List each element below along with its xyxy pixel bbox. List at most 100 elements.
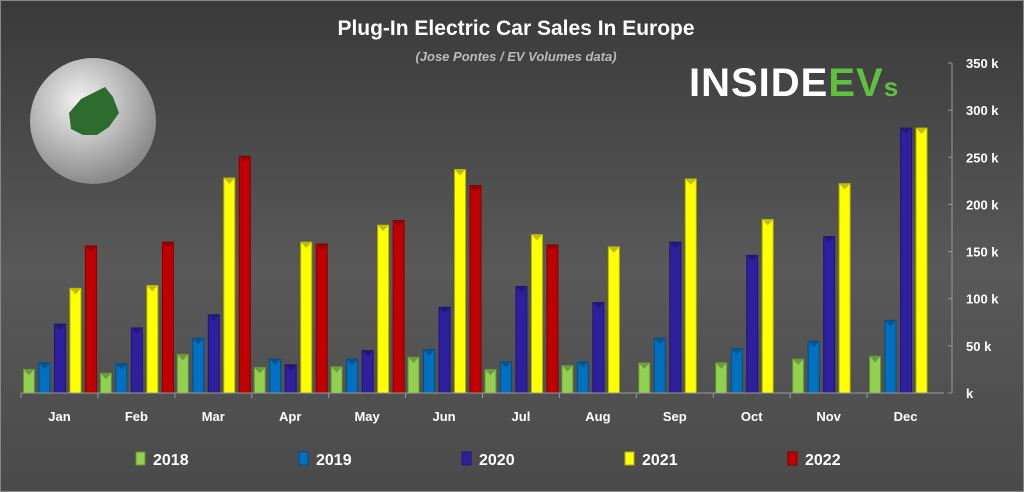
bar-top-2020-feb xyxy=(131,327,143,334)
bar-2021-oct xyxy=(761,219,774,394)
bar-top-2021-sep xyxy=(685,178,697,185)
bar-top-2020-nov xyxy=(823,236,835,243)
bar-2019-nov xyxy=(807,340,820,394)
bar-top-2018-oct xyxy=(715,362,727,369)
bar-top-2022-mar xyxy=(239,156,251,163)
bar-2021-nov xyxy=(838,183,851,394)
bar-top-2020-oct xyxy=(746,255,758,262)
bar-top-2019-jun xyxy=(423,349,435,356)
bar-2020-jul xyxy=(515,285,528,394)
bar-2021-jan xyxy=(69,287,82,394)
bar-2021-feb xyxy=(146,285,159,394)
bar-top-2021-jun xyxy=(454,169,466,176)
bar-2020-jan xyxy=(53,323,66,394)
x-tick-label: May xyxy=(354,409,380,424)
bar-2022-jan xyxy=(84,245,97,394)
bar-top-2021-mar xyxy=(223,178,235,185)
bar-top-2021-feb xyxy=(146,285,158,292)
y-tick-label: 100 k xyxy=(966,292,999,307)
bar-top-2018-jul xyxy=(484,369,496,376)
bar-2020-oct xyxy=(746,254,759,394)
bar-top-2019-jan xyxy=(38,362,50,369)
y-tick-label: 150 k xyxy=(966,245,999,260)
legend-swatch-2018 xyxy=(135,451,146,466)
bar-top-2020-aug xyxy=(592,302,604,309)
bar-2019-mar xyxy=(192,337,205,394)
legend-label-2021: 2021 xyxy=(642,452,678,469)
bar-top-2018-nov xyxy=(792,359,804,366)
legend-swatch-2020 xyxy=(461,451,472,466)
bar-top-2020-sep xyxy=(669,242,681,249)
x-tick-label: Apr xyxy=(279,409,301,424)
bar-top-2018-aug xyxy=(561,365,573,372)
bar-2022-jul xyxy=(546,244,559,394)
bar-top-2020-jun xyxy=(439,307,451,314)
x-tick-label: Sep xyxy=(663,409,687,424)
bar-2021-dec xyxy=(915,127,928,394)
bar-2021-aug xyxy=(607,246,620,394)
bar-top-2022-apr xyxy=(316,244,328,251)
bar-top-2022-may xyxy=(393,220,405,227)
bar-2022-jun xyxy=(469,185,482,394)
y-tick-label: 50 k xyxy=(966,339,992,354)
chart-title: Plug-In Electric Car Sales In Europe xyxy=(337,17,695,40)
bar-top-2022-jun xyxy=(470,185,482,192)
bar-top-2022-feb xyxy=(162,242,174,249)
bar-2020-aug xyxy=(592,301,605,394)
x-tick-label: Oct xyxy=(741,409,763,424)
bar-top-2020-jan xyxy=(54,324,66,331)
bar-2021-may xyxy=(377,224,390,394)
bar-2020-jun xyxy=(438,306,451,394)
bar-top-2021-jul xyxy=(531,234,543,241)
bar-top-2019-may xyxy=(346,359,358,366)
bar-top-2019-apr xyxy=(269,359,281,366)
x-tick-label: Aug xyxy=(585,409,610,424)
chart-subtitle: (Jose Pontes / EV Volumes data) xyxy=(415,49,617,64)
bar-2019-sep xyxy=(653,337,666,394)
bar-2019-jun xyxy=(423,349,436,394)
bar-top-2018-sep xyxy=(638,362,650,369)
bar-top-2020-may xyxy=(362,350,374,357)
y-tick-label: 250 k xyxy=(966,150,999,165)
y-tick-label: k xyxy=(966,386,974,401)
bar-2020-mar xyxy=(207,314,220,394)
x-tick-label: Feb xyxy=(125,409,148,424)
bar-top-2021-oct xyxy=(762,219,774,226)
bar-2021-jun xyxy=(454,169,467,394)
bar-top-2018-dec xyxy=(869,356,881,363)
insideevs-logo: INSIDEEVs xyxy=(689,61,900,105)
bar-2020-sep xyxy=(669,241,682,394)
bar-2021-apr xyxy=(300,241,313,394)
bar-top-2018-may xyxy=(331,366,343,373)
bar-top-2021-dec xyxy=(916,128,928,135)
bar-top-2019-nov xyxy=(808,341,820,348)
bar-top-2020-dec xyxy=(900,128,912,135)
bar-2020-nov xyxy=(823,235,836,394)
legend-swatch-2021 xyxy=(624,451,635,466)
bar-top-2019-dec xyxy=(885,320,897,327)
x-tick-label: Jun xyxy=(432,409,455,424)
legend-swatch-2019 xyxy=(298,451,309,466)
bar-2019-oct xyxy=(730,348,743,394)
bar-top-2018-apr xyxy=(254,367,266,374)
bar-top-2022-jul xyxy=(546,244,558,251)
bar-top-2018-jan xyxy=(23,369,35,376)
bar-2019-dec xyxy=(884,319,897,394)
bar-top-2020-mar xyxy=(208,314,220,321)
x-tick-label: Mar xyxy=(202,409,225,424)
bar-2022-mar xyxy=(238,155,251,394)
bar-top-2021-may xyxy=(377,225,389,232)
bar-top-2020-jul xyxy=(515,286,527,293)
x-tick-label: Nov xyxy=(816,409,841,424)
bar-top-2019-feb xyxy=(115,363,127,370)
bar-2022-apr xyxy=(315,243,328,394)
x-tick-label: Jan xyxy=(48,409,70,424)
y-tick-label: 200 k xyxy=(966,197,999,212)
legend-label-2018: 2018 xyxy=(153,452,189,469)
legend-label-2020: 2020 xyxy=(479,452,515,469)
bar-top-2018-jun xyxy=(408,357,420,364)
bar-2021-mar xyxy=(223,177,236,394)
bar-2022-may xyxy=(392,219,405,394)
legend-label-2022: 2022 xyxy=(805,452,841,469)
